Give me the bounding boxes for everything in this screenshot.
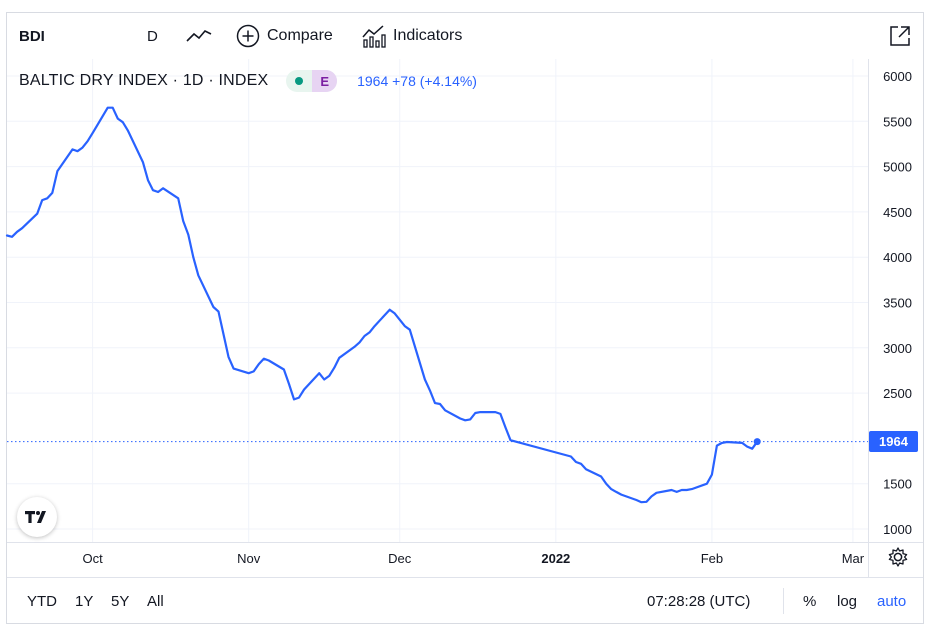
y-tick-label: 1500 [883,477,912,492]
tradingview-logo[interactable] [17,497,57,537]
compare-label: Compare [267,27,333,44]
y-tick-label: 3500 [883,296,912,311]
range-5y-button[interactable]: 5Y [111,592,130,610]
clock-timezone[interactable]: 07:28:28 (UTC) [647,592,751,610]
compare-button[interactable]: Compare [235,13,333,59]
y-tick-label: 1000 [883,522,912,537]
log-toggle[interactable]: log [837,592,858,610]
x-tick-label: Oct [82,551,103,566]
top-toolbar: BDI D Compare Indicators [7,13,923,59]
indicators-button[interactable]: Indicators [361,13,462,59]
plus-circle-icon [235,23,261,49]
series-line[interactable] [5,106,759,504]
y-tick-label: 5000 [883,160,912,175]
gear-icon [887,546,909,573]
x-tick-label: 2022 [541,551,570,566]
x-tick-label: Mar [842,551,865,566]
interval-button[interactable]: D [147,27,158,45]
y-tick-label: 4000 [883,250,912,265]
chart-style-button[interactable] [185,13,213,59]
legend-last-value: 1964 +78 (+4.14%) [357,73,477,89]
widget-frame [6,12,924,624]
fullscreen-button[interactable] [887,13,913,59]
divider [783,588,784,614]
fullscreen-icon [887,23,913,49]
chart-legend: BALTIC DRY INDEX · 1D · INDEX E 1964 +78… [19,68,477,94]
legend-title: BALTIC DRY INDEX · 1D · INDEX [19,72,269,89]
range-1y-button[interactable]: 1Y [75,592,94,610]
y-tick-label: 5500 [883,114,912,129]
status-pill[interactable]: E [286,70,338,92]
indicators-icon [361,23,387,49]
range-all-button[interactable]: All [147,592,164,610]
indicators-label: Indicators [393,27,463,44]
last-point-marker [753,438,761,446]
x-tick-label: Feb [701,551,723,566]
y-tick-label: 2500 [883,386,912,401]
range-ytd-button[interactable]: YTD [27,592,57,610]
symbol-button[interactable]: BDI [19,27,45,45]
line-chart-icon [185,26,213,46]
market-status-dot-icon [286,70,312,92]
bottom-toolbar: YTD 1Y 5Y All 07:28:28 (UTC) % log auto [7,577,923,624]
chart-settings-button[interactable] [886,546,910,573]
earnings-badge: E [312,70,338,92]
x-tick-label: Dec [388,551,412,566]
percent-toggle[interactable]: % [803,592,817,610]
y-tick-label: 6000 [883,69,912,84]
auto-toggle[interactable]: auto [877,592,907,610]
y-tick-label: 3000 [883,341,912,356]
y-tick-label: 4500 [883,205,912,220]
x-tick-label: Nov [237,551,261,566]
tradingview-logo-icon [25,511,46,523]
last-price-label: 1964 [869,431,918,452]
